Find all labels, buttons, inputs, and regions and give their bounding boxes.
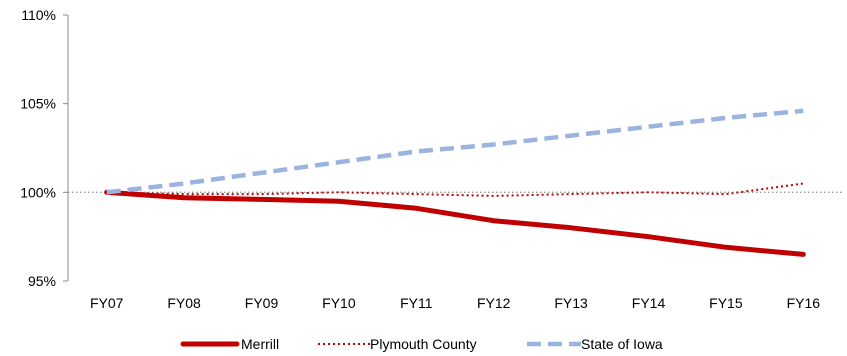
series-line-state-of-iowa bbox=[106, 108, 804, 195]
y-tick-label: 100% bbox=[20, 184, 56, 200]
y-tick-label: 95% bbox=[28, 273, 56, 289]
x-tick-label: FY12 bbox=[477, 295, 511, 311]
legend-label: Plymouth County bbox=[370, 336, 477, 352]
legend-label: Merrill bbox=[241, 336, 279, 352]
x-tick-label: FY16 bbox=[787, 295, 821, 311]
series-line-plymouth-county bbox=[106, 182, 804, 197]
x-tick-label: FY14 bbox=[632, 295, 666, 311]
x-tick-label: FY09 bbox=[245, 295, 279, 311]
x-tick-label: FY11 bbox=[400, 295, 433, 311]
legend: Merrill Plymouth County State of Iowa bbox=[180, 336, 663, 352]
legend-label: State of Iowa bbox=[581, 336, 663, 352]
x-tick-label: FY15 bbox=[709, 295, 743, 311]
axes-layer bbox=[63, 14, 69, 282]
series-line-merrill bbox=[104, 189, 806, 257]
series-layer bbox=[104, 108, 806, 257]
y-tick-label: 105% bbox=[20, 96, 56, 112]
x-tick-label: FY13 bbox=[554, 295, 588, 311]
x-tick-label: FY07 bbox=[90, 295, 124, 311]
x-tick-label: FY10 bbox=[322, 295, 356, 311]
y-tick-label: 110% bbox=[21, 7, 56, 23]
x-tick-label: FY08 bbox=[167, 295, 201, 311]
labels-layer: 95% 100% 105% 110% FY07 FY08 FY09 FY10 FY11 FY12 F… bbox=[20, 7, 820, 311]
